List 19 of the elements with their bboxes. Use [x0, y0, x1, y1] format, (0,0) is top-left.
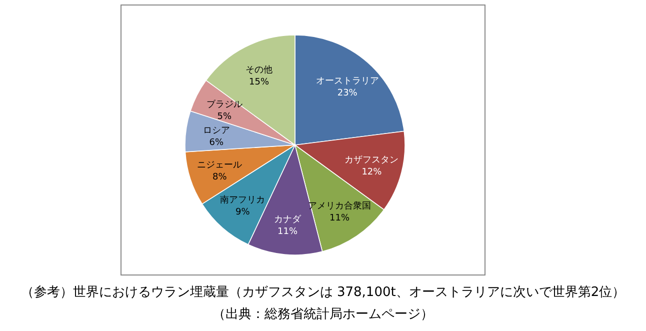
- slice-label: 南アフリカ: [220, 194, 266, 206]
- data-label: 9%: [235, 207, 250, 218]
- text: （参考）世界におけるウラン埋蔵量（カザフスタンは 378,100t、オーストラリアに次いで世界第2位）: [20, 285, 626, 300]
- slice-label: その他: [246, 64, 273, 76]
- data-label: 23%: [337, 88, 358, 99]
- slice-label: ブラジル: [206, 99, 242, 110]
- slice-label: カザフスタン: [344, 154, 399, 166]
- data-label: 11%: [278, 226, 298, 237]
- data-label: 11%: [330, 214, 350, 224]
- data-label: 15%: [249, 77, 270, 88]
- slice-label: ニジェール: [197, 160, 242, 170]
- slice-label: ロシア: [202, 126, 230, 136]
- slice-label: オーストラリア: [316, 76, 379, 87]
- data-label: 6%: [209, 138, 224, 148]
- data-label: 5%: [217, 112, 232, 122]
- data-label: 8%: [212, 172, 228, 182]
- slice-label: カナダ: [274, 214, 302, 225]
- data-label: 12%: [362, 168, 382, 178]
- text: （出典：総務省統計局ホームページ）: [212, 307, 434, 322]
